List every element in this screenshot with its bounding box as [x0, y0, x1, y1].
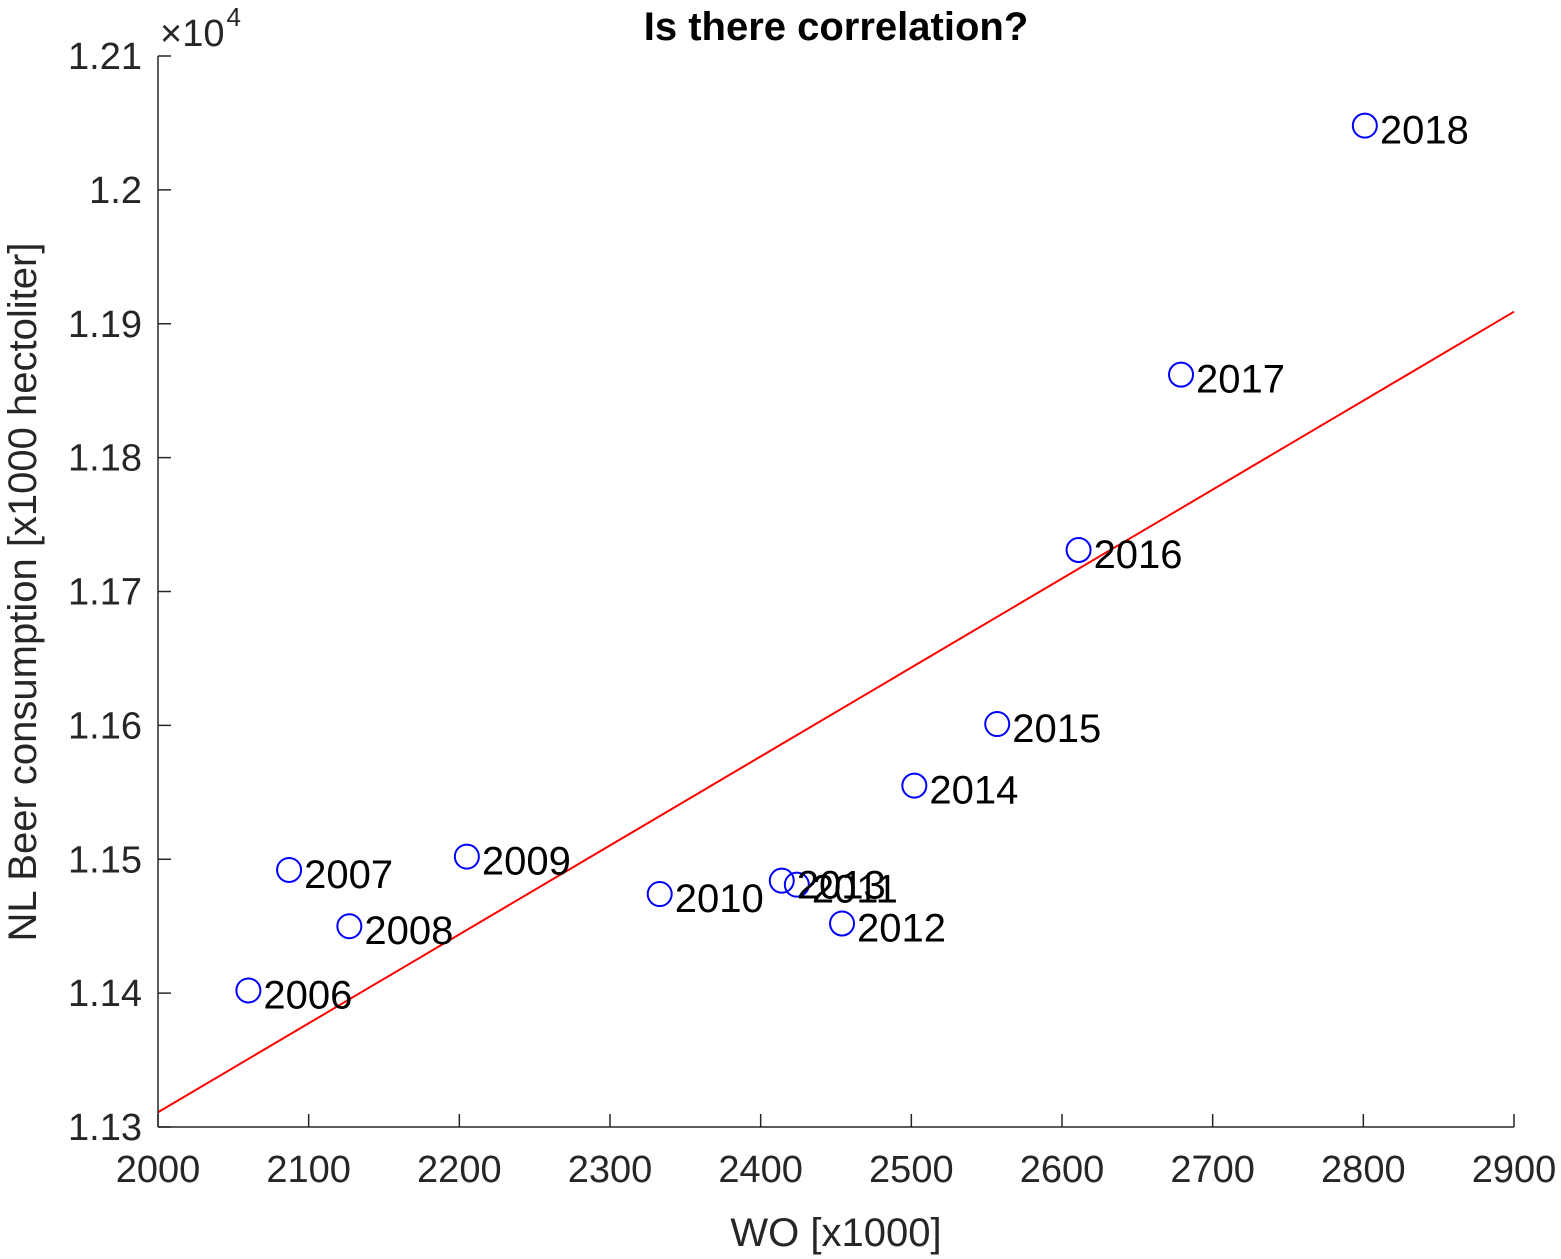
- y-tick-label: 1.2: [89, 170, 142, 212]
- chart-title: Is there correlation?: [644, 5, 1029, 49]
- x-tick-label: 2200: [417, 1149, 502, 1191]
- x-tick-label: 2800: [1321, 1149, 1406, 1191]
- data-point: [336, 913, 363, 940]
- data-point: [984, 711, 1011, 738]
- data-point: [235, 977, 262, 1004]
- point-label: 2012: [857, 907, 946, 951]
- point-label: 2018: [1380, 109, 1469, 153]
- data-point: [1065, 536, 1092, 563]
- data-point: [453, 843, 480, 870]
- x-tick-label: 2500: [869, 1149, 954, 1191]
- y-tick-label: 1.18: [68, 438, 142, 480]
- point-label: 2008: [364, 909, 453, 953]
- y-exponent-power: 4: [226, 2, 240, 32]
- data-point: [829, 910, 856, 937]
- point-label: 2017: [1196, 358, 1285, 402]
- data-point: [783, 871, 810, 898]
- point-label: 2006: [263, 973, 352, 1017]
- y-tick-label: 1.16: [68, 705, 142, 747]
- point-label: 2016: [1094, 533, 1183, 577]
- axes: [157, 56, 1514, 1128]
- x-tick-label: 2100: [266, 1149, 351, 1191]
- point-label: 2011: [812, 868, 898, 912]
- y-tick-label: 1.17: [68, 572, 142, 614]
- x-tick-label: 2600: [1020, 1149, 1105, 1191]
- y-tick-label: 1.13: [68, 1107, 142, 1149]
- data-point: [768, 867, 795, 894]
- data-point: [901, 772, 928, 799]
- y-axis-ticks: 1.13 1.14 1.15 1.16 1.17 1.18 1.19 1.2 1.21: [68, 36, 171, 1149]
- data-point: [1351, 112, 1378, 139]
- x-tick-label: 2400: [718, 1149, 803, 1191]
- point-label: 2010: [675, 877, 764, 921]
- y-exponent-base: ×10: [160, 13, 224, 55]
- data-point: [276, 856, 303, 883]
- y-axis-exponent: ×10 4: [160, 2, 241, 55]
- point-label: 2015: [1012, 707, 1101, 751]
- data-points-layer: [235, 112, 1378, 1004]
- y-axis-label: NL Beer consumption [x1000 hectoliter]: [1, 243, 45, 942]
- point-label: 2014: [929, 769, 1018, 813]
- y-tick-label: 1.14: [68, 973, 142, 1015]
- y-tick-label: 1.19: [68, 304, 142, 346]
- x-tick-label: 2300: [568, 1149, 653, 1191]
- fit-line: [157, 310, 1515, 1114]
- data-point: [646, 881, 673, 908]
- x-axis-ticks: 2000 2100 2200 2300 2400 2500 2600 2700 2800 2900: [116, 1114, 1557, 1191]
- x-tick-label: 2900: [1472, 1149, 1557, 1191]
- point-label: 2009: [482, 840, 571, 884]
- y-tick-label: 1.21: [68, 36, 142, 78]
- point-label: 2013: [797, 864, 886, 908]
- x-axis-label: WO [x1000]: [730, 1211, 941, 1255]
- x-tick-label: 2000: [116, 1149, 201, 1191]
- fit-line-layer: [157, 310, 1515, 1114]
- x-tick-label: 2700: [1170, 1149, 1255, 1191]
- y-tick-label: 1.15: [68, 839, 142, 881]
- data-point: [1168, 361, 1195, 388]
- point-label: 2007: [304, 853, 393, 897]
